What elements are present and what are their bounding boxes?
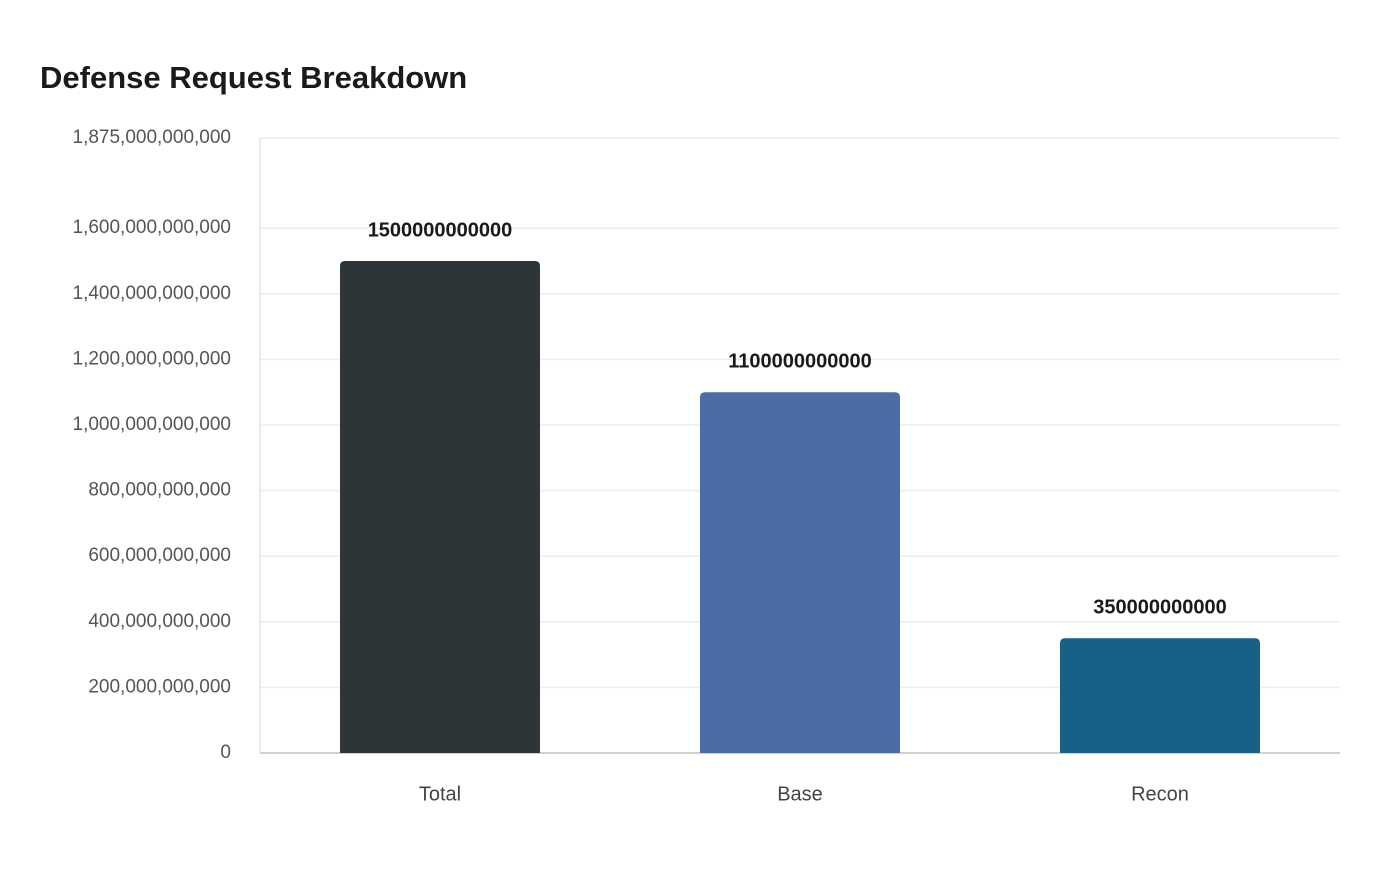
- y-tick-label: 1,600,000,000,000: [73, 217, 232, 238]
- value-label: 1100000000000: [728, 350, 872, 372]
- value-label: 350000000000: [1093, 596, 1226, 618]
- value-label: 1500000000000: [368, 219, 513, 241]
- y-tick-label: 1,875,000,000,000: [73, 127, 232, 148]
- y-tick-label: 200,000,000,000: [88, 676, 231, 697]
- y-tick-label: 1,200,000,000,000: [73, 348, 232, 369]
- y-tick-label: 1,000,000,000,000: [73, 414, 232, 435]
- y-tick-label: 0: [220, 742, 231, 763]
- y-tick-label: 1,400,000,000,000: [73, 283, 232, 304]
- x-tick-label: Total: [419, 783, 461, 805]
- x-tick-label: Base: [777, 783, 823, 805]
- y-tick-label: 400,000,000,000: [88, 611, 231, 632]
- bar: [700, 392, 900, 753]
- chart-title: Defense Request Breakdown: [40, 60, 467, 95]
- bar: [1060, 638, 1260, 753]
- bar: [340, 261, 540, 753]
- y-tick-label: 800,000,000,000: [88, 480, 231, 501]
- y-tick-label: 600,000,000,000: [88, 545, 231, 566]
- x-tick-label: Recon: [1131, 783, 1189, 805]
